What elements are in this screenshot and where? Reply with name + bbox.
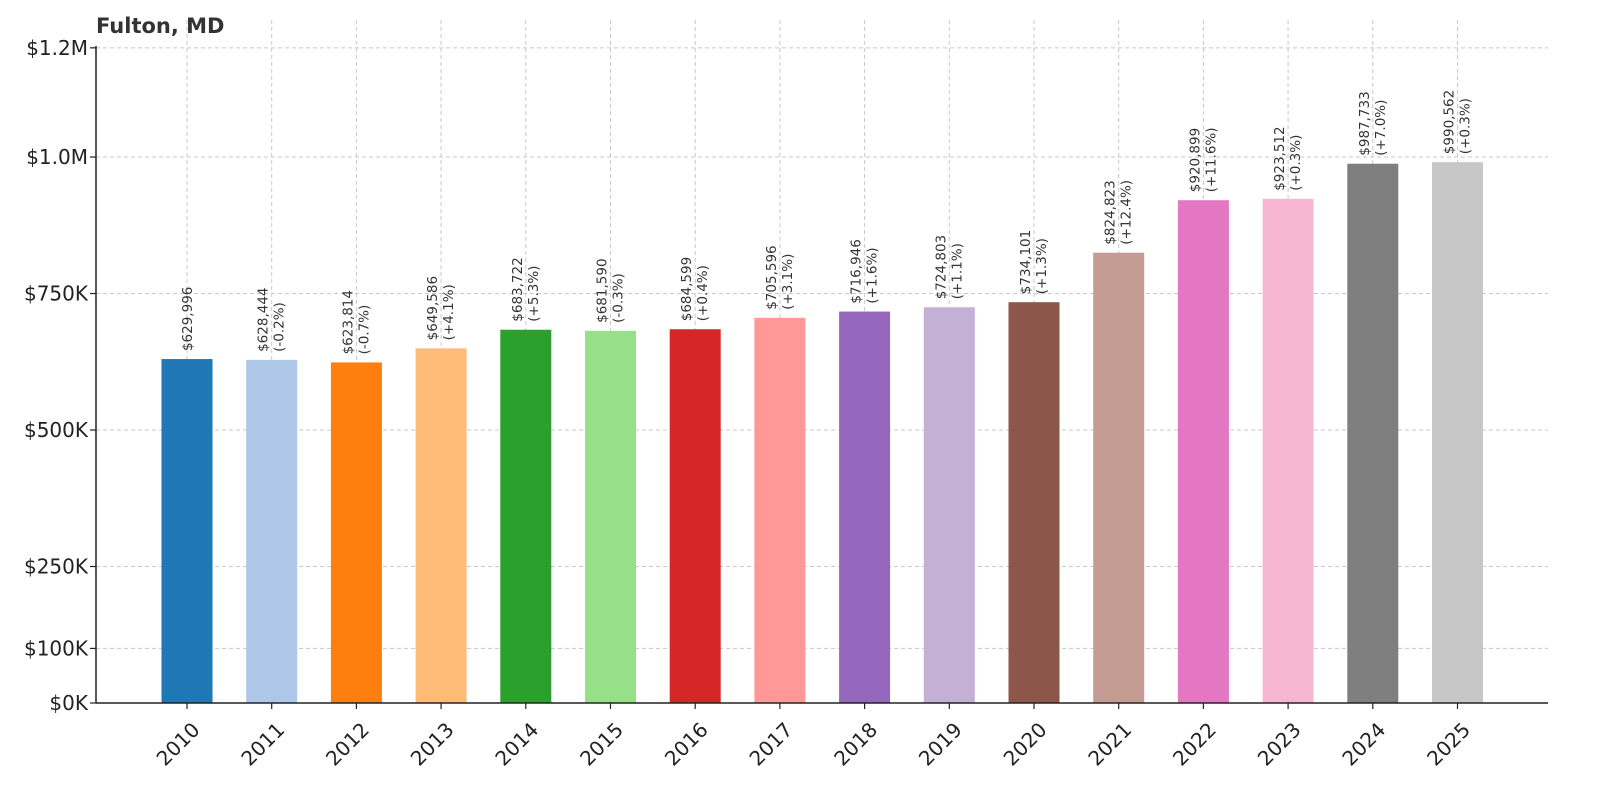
value-label: $683,722 xyxy=(510,257,526,321)
x-tick-label: 2024 xyxy=(1337,718,1390,771)
value-label: $724,803 xyxy=(933,235,949,299)
change-label: (+1.3%) xyxy=(1034,238,1050,294)
value-label: $990,562 xyxy=(1442,90,1458,154)
change-label: (-0.2%) xyxy=(272,302,288,352)
data-labels: $629,996 $628,444 (-0.2%) $623,814 (-0.7%) $6… xyxy=(180,90,1474,355)
bar-2015 xyxy=(585,330,636,703)
bar-2010 xyxy=(161,359,213,703)
bar-2023 xyxy=(1262,198,1314,704)
change-label: (-0.3%) xyxy=(611,273,627,323)
change-label: (+11.6%) xyxy=(1203,127,1219,192)
x-tick-label: 2019 xyxy=(914,718,967,771)
y-tick-label: $100K xyxy=(24,636,89,660)
y-tick-label: $0K xyxy=(49,691,88,715)
value-label: $681,590 xyxy=(595,258,611,322)
y-tick-label: $750K xyxy=(24,282,89,306)
x-tick-label: 2021 xyxy=(1083,718,1136,771)
x-tick-label: 2017 xyxy=(744,718,797,771)
y-tick-label: $500K xyxy=(24,418,89,442)
x-tick-label: 2020 xyxy=(999,718,1052,771)
value-label: $684,599 xyxy=(679,257,695,321)
bar-2019 xyxy=(923,307,975,703)
bar-2025 xyxy=(1432,162,1483,703)
value-label: $923,512 xyxy=(1272,126,1288,190)
x-tick-label: 2014 xyxy=(490,718,543,771)
x-tick-label: 2018 xyxy=(829,718,882,771)
value-label: $623,814 xyxy=(340,290,356,354)
chart-title: Fulton, MD xyxy=(96,14,225,38)
x-tick-label: 2016 xyxy=(660,718,713,771)
x-tick-label: 2022 xyxy=(1168,718,1221,771)
y-tick-label: $1.0M xyxy=(26,145,88,169)
bar-2024 xyxy=(1347,163,1399,703)
value-label: $705,596 xyxy=(764,245,780,309)
value-label: $734,101 xyxy=(1018,230,1034,294)
change-label: (+4.1%) xyxy=(441,284,457,340)
gridlines xyxy=(96,20,1548,703)
bar-2017 xyxy=(754,317,806,703)
change-label: (+1.6%) xyxy=(865,247,881,303)
value-label: $987,733 xyxy=(1357,91,1373,155)
bars xyxy=(161,162,1483,704)
x-tick-label: 2012 xyxy=(321,718,374,771)
y-tick-label: $250K xyxy=(24,555,89,579)
change-label: (+1.1%) xyxy=(949,243,965,299)
x-tick-label: 2015 xyxy=(575,718,628,771)
change-label: (+0.3%) xyxy=(1288,135,1304,191)
value-label: $920,899 xyxy=(1187,128,1203,192)
bar-2022 xyxy=(1177,200,1229,703)
bar-2014 xyxy=(500,329,552,703)
bar-2016 xyxy=(669,329,721,703)
x-tick-label: 2023 xyxy=(1253,718,1306,771)
change-label: (-0.7%) xyxy=(356,305,372,355)
bar-2020 xyxy=(1008,302,1060,703)
change-label: (+3.1%) xyxy=(780,254,796,310)
value-label: $716,946 xyxy=(849,239,865,303)
change-label: (+12.4%) xyxy=(1119,180,1135,245)
change-label: (+0.4%) xyxy=(695,265,711,321)
value-label: $628,444 xyxy=(256,287,272,351)
change-label: (+5.3%) xyxy=(526,266,542,322)
bar-2012 xyxy=(330,362,382,703)
x-tick-label: 2025 xyxy=(1422,718,1475,771)
y-tick-label: $1.2M xyxy=(26,36,88,60)
change-label: (+0.3%) xyxy=(1458,98,1474,154)
x-tick-label: 2011 xyxy=(236,718,289,771)
x-tick-label: 2013 xyxy=(406,718,459,771)
bar-2013 xyxy=(415,348,467,703)
bar-2011 xyxy=(246,359,298,703)
change-label: (+7.0%) xyxy=(1373,100,1389,156)
value-label: $824,823 xyxy=(1103,180,1119,244)
x-tick-label: 2010 xyxy=(152,718,205,771)
bar-2018 xyxy=(839,311,891,703)
bar-2021 xyxy=(1093,252,1145,703)
value-label: $649,586 xyxy=(425,276,441,340)
value-label: $629,996 xyxy=(180,287,196,351)
